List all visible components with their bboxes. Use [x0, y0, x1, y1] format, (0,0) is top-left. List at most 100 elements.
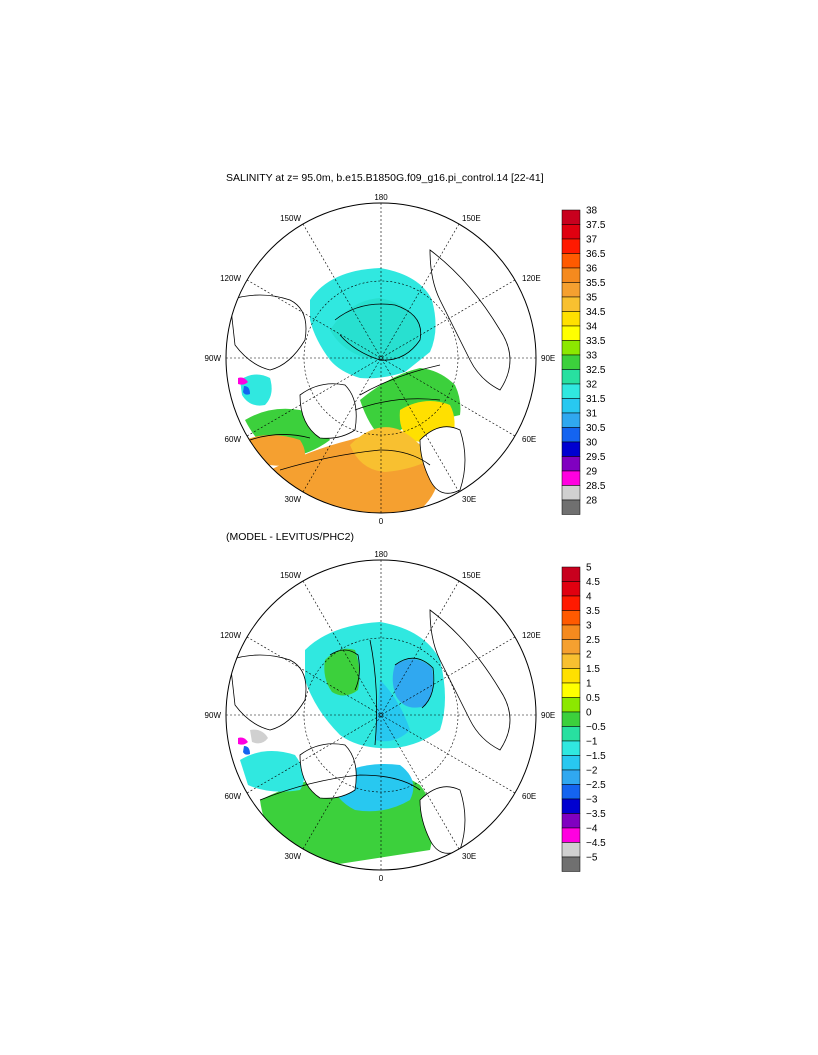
colorbar-label: 1.5 [586, 664, 600, 675]
lon-label: 60E [522, 792, 536, 801]
colorbar-swatch [561, 499, 581, 515]
colorbar-label: −3 [586, 795, 598, 806]
colorbar-label: 35.5 [586, 278, 606, 289]
lon-label: 90W [205, 711, 222, 720]
lon-label: 30W [285, 495, 302, 504]
colorbar-swatch [561, 595, 581, 611]
lon-label: 60E [522, 435, 536, 444]
field-region-green-blob [324, 648, 360, 696]
colorbar-swatch [561, 639, 581, 655]
salinity-colorbar: 38 37.5 37 36.5 36 35.5 35 34.5 34 33.5 33 32.5 32 31… [561, 206, 606, 515]
colorbar-label: −5 [586, 853, 598, 864]
lon-label: 60W [225, 435, 242, 444]
colorbar-label: 4.5 [586, 577, 600, 588]
lon-label: 150W [280, 571, 301, 580]
colorbar-swatch [561, 813, 581, 829]
colorbar-swatch [561, 842, 581, 858]
land-siberia [429, 609, 511, 751]
colorbar-swatch [561, 668, 581, 684]
colorbar-swatch [561, 740, 581, 756]
lon-label: 120W [220, 631, 241, 640]
colorbar-label: −4.5 [586, 838, 606, 849]
land-scandinavia [419, 426, 466, 494]
colorbar-label: 30.5 [586, 423, 606, 434]
colorbar-label: 5 [586, 563, 592, 574]
lon-label: 90E [541, 711, 555, 720]
lon-label: 150E [462, 571, 481, 580]
field-region-baffin-blue [243, 386, 250, 395]
colorbar-label: −2 [586, 766, 598, 777]
contour-line-3 [369, 639, 378, 746]
land-canada [229, 654, 307, 731]
colorbar-label: −3.5 [586, 809, 606, 820]
colorbar-label: 34.5 [586, 307, 606, 318]
difference-colorbar: 5 4.5 4 3.5 3 2.5 2 1.5 1 0.5 0 −0.5 −1 −1.5 −2 −2.5 −3 −… [561, 563, 606, 872]
panel-2-title: (MODEL - LEVITUS/PHC2) [226, 531, 354, 543]
colorbar-swatch [561, 682, 581, 698]
colorbar-label: 38 [586, 206, 598, 217]
colorbar-swatch [561, 697, 581, 713]
field-region-canadian [330, 298, 420, 360]
field-region-baffin-magenta [238, 737, 248, 745]
contour-line-5 [249, 434, 311, 441]
colorbar-swatch [561, 624, 581, 640]
lon-label: 120W [220, 274, 241, 283]
field-region-nordic [350, 427, 430, 472]
colorbar-swatch [561, 827, 581, 843]
colorbar-label: 36 [586, 264, 598, 275]
lon-label: 30E [462, 852, 476, 861]
lon-label: 30W [285, 852, 302, 861]
colorbar-swatch [561, 784, 581, 800]
field-region-labrador [240, 751, 304, 792]
contour-line-2 [359, 364, 441, 396]
colorbar-swatch [561, 581, 581, 597]
field-region-baffin-grey [250, 729, 268, 744]
field-region-baffin-magenta [238, 377, 248, 385]
colorbar-label: 0 [586, 708, 592, 719]
difference-field [229, 609, 511, 870]
colorbar-label: −1 [586, 737, 598, 748]
graticule [226, 203, 536, 513]
colorbar-label: 28.5 [586, 481, 606, 492]
colorbar-label: 35 [586, 293, 598, 304]
colorbar-label: 31.5 [586, 394, 606, 405]
lon-label: 150E [462, 214, 481, 223]
colorbar-label: 37 [586, 235, 598, 246]
colorbar-label: 32 [586, 380, 598, 391]
colorbar-label: 30 [586, 438, 598, 449]
contour-line-4 [279, 449, 431, 471]
lon-label: 150W [280, 214, 301, 223]
colorbar-label: 29.5 [586, 452, 606, 463]
colorbar-label: 0.5 [586, 693, 600, 704]
colorbar-label: −2.5 [586, 780, 606, 791]
colorbar-swatch [561, 798, 581, 814]
colorbar-label: 37.5 [586, 220, 606, 231]
colorbar-label: 34 [586, 322, 598, 333]
map-boundary [225, 559, 537, 871]
map-boundary [225, 202, 537, 514]
lon-label: 0 [379, 517, 384, 526]
colorbar-label: 32.5 [586, 365, 606, 376]
lon-label: 60W [225, 792, 242, 801]
contour-line-4 [259, 774, 421, 801]
contour-line-3 [354, 398, 441, 411]
field-region-baffin-blue [243, 746, 250, 755]
lon-label: 180 [374, 550, 388, 559]
colorbar-label: 31 [586, 409, 598, 420]
colorbar-label: 1 [586, 679, 592, 690]
colorbar-swatch [561, 769, 581, 785]
colorbar-label: 4 [586, 592, 592, 603]
lon-label: 120E [522, 274, 541, 283]
contour-line-2 [394, 657, 435, 709]
colorbar-swatch [561, 711, 581, 727]
land-siberia [429, 249, 511, 391]
colorbar-swatch [561, 856, 581, 872]
colorbar-label: −1.5 [586, 751, 606, 762]
colorbar-label: 33.5 [586, 336, 606, 347]
graticule [226, 560, 536, 870]
colorbar-label: 28 [586, 496, 598, 507]
field-region-baffin [240, 374, 272, 406]
colorbar-label: 2.5 [586, 635, 600, 646]
